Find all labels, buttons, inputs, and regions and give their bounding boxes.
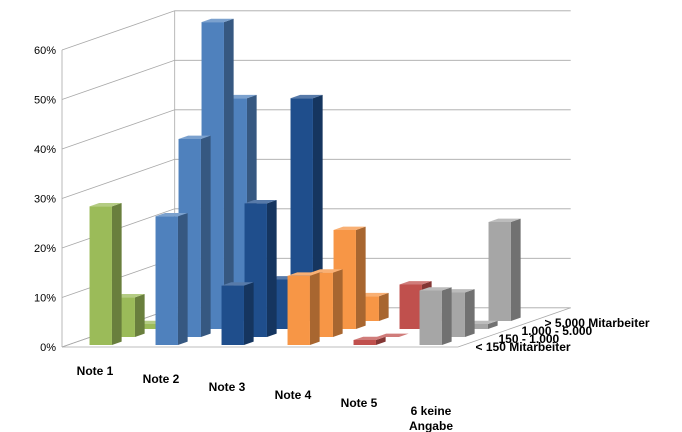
bar [221,282,254,345]
bar-top [333,226,366,230]
bar-side [200,135,211,337]
y-tick-label: 50% [34,95,56,107]
bar-side [487,320,498,329]
bar [488,218,521,321]
x-tick-label-cont: Angabe [409,419,453,432]
bar-side [332,269,343,337]
bar-side [355,226,366,329]
bar-front [399,284,422,329]
y-tick-label: 10% [34,293,56,305]
y-axis-ticks: 0% 10% 20% 30% 40% 50% 60% [34,45,56,354]
gridline [61,10,571,51]
bar-top [178,135,211,139]
bar-front [155,216,178,345]
x-axis-labels: Note 1 Note 2 Note 3 Note 4 Note 5 6 keineAng… [77,364,454,432]
bar-front [287,275,310,345]
x-tick-label: 6 keine [411,404,452,418]
depth-axis-label: < 150 Mitarbeiter [476,340,571,354]
bar-top [221,282,254,286]
bar-front [419,290,442,345]
bar-top [244,199,277,204]
y-tick-label: 30% [34,194,56,206]
bar-top [488,218,521,222]
x-tick-label: Note 5 [341,396,378,410]
gridline [61,158,571,199]
bar-side [375,336,386,345]
bar-front [89,206,112,345]
bar-side [464,289,475,337]
bar-top [419,287,452,291]
bar-top [376,333,409,337]
bar [353,336,386,345]
bar-front [353,340,376,345]
bar-front [221,285,244,345]
bar-side [111,203,122,345]
bar-side [309,272,320,345]
x-tick-label: Note 1 [77,364,114,378]
bar [376,333,409,337]
bar-top [290,94,323,99]
bar-side [223,18,234,330]
bar [155,212,188,345]
y-tick-label: 20% [34,243,56,255]
bar [287,272,320,345]
bar-side [134,294,145,337]
bar-top [287,272,320,276]
bar [290,94,323,321]
x-tick-label: Note 3 [209,380,246,394]
depth-axis-label: > 5.000 Mitarbeiter [545,316,650,330]
bar-side [378,292,389,321]
bar-front [488,222,511,321]
bar-top [310,269,343,273]
bar-side [312,94,323,321]
y-tick-label: 60% [34,45,56,57]
bar-top [155,212,188,217]
gridline [61,109,571,150]
bar-top [201,18,234,23]
floor-right-edge [457,307,571,348]
y-tick-label: 40% [34,144,56,156]
bar-side [441,287,452,345]
chart-bars [89,18,521,345]
bar-side [177,212,188,345]
depth-axis-label: 150 - 1.000 [499,332,560,346]
gridline [61,59,571,100]
x-tick-label: Note 4 [275,388,312,402]
x-tick-label: Note 2 [143,372,180,386]
bar-top [89,203,122,207]
bar [89,203,122,345]
y-tick-label: 0% [40,342,56,354]
bar [419,287,452,345]
bar-front [290,98,313,321]
bar-top [353,336,386,341]
depth-axis-label: 1.000 - 5.000 [522,324,593,338]
bar-top [399,281,432,285]
bar-side [243,282,254,345]
bar-side [510,218,521,321]
bar-side [266,199,277,337]
